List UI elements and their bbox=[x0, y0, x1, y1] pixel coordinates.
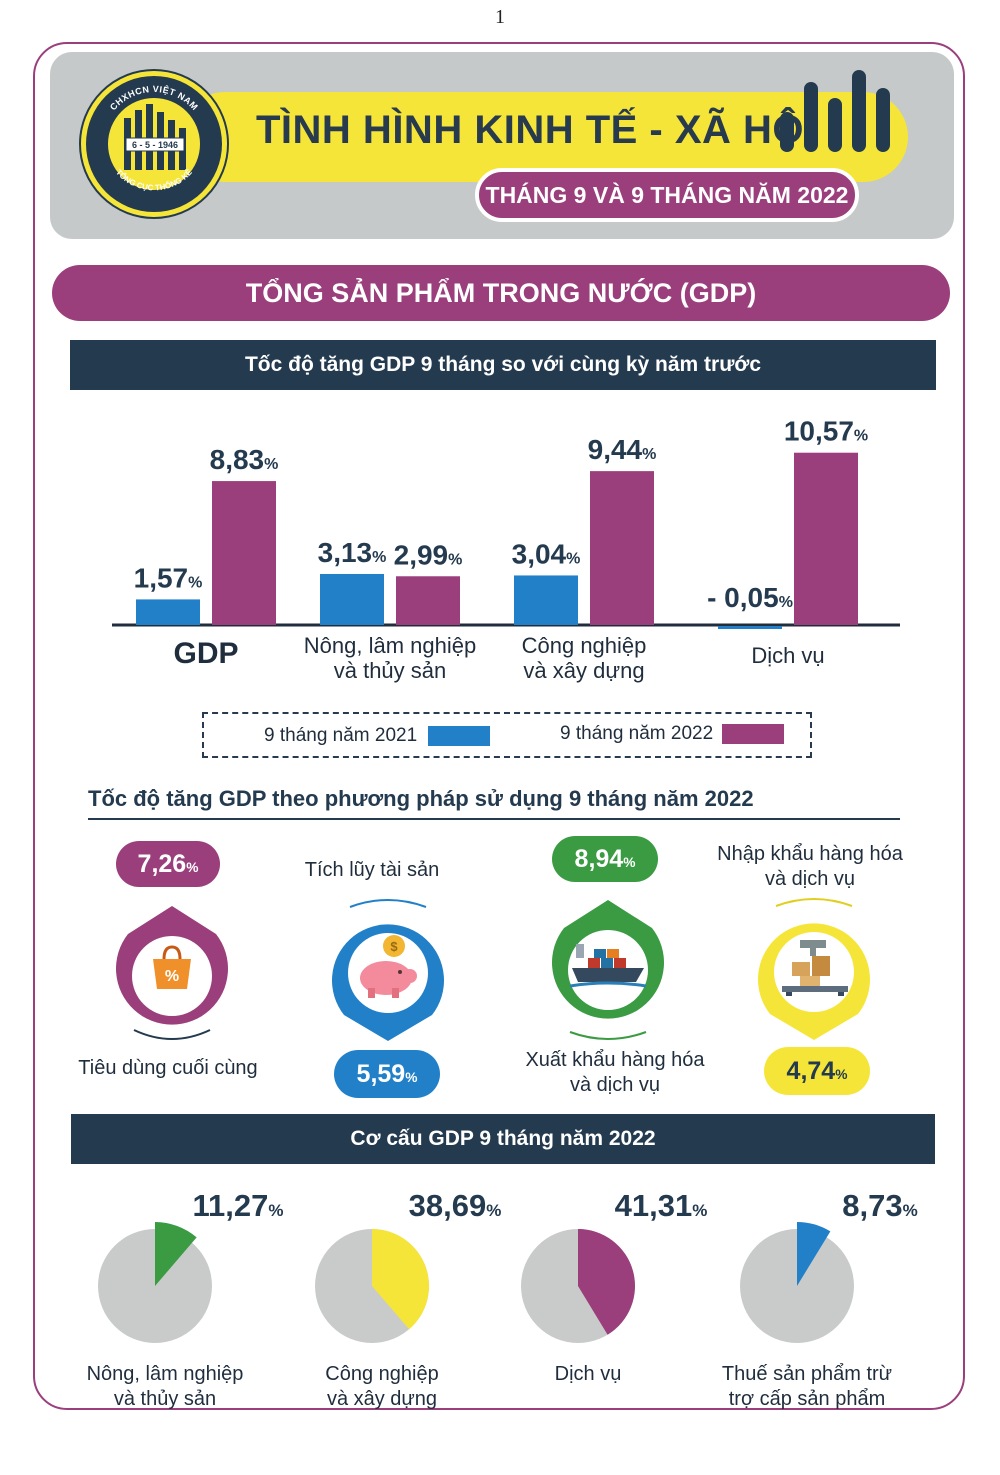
export-label: Xuất khẩu hàng hóa và dịch vụ bbox=[525, 1049, 705, 1096]
data-label: 3,04% bbox=[512, 538, 581, 569]
bar-2021-3 bbox=[718, 626, 782, 629]
pie-category-label: Dịch vụ bbox=[555, 1363, 622, 1385]
pie-value-label: 8,73% bbox=[842, 1188, 917, 1223]
pie-slice bbox=[797, 1222, 831, 1286]
warehouse-scale-icon bbox=[782, 940, 848, 996]
page-number: 1 bbox=[495, 6, 505, 28]
gdp-structure-pies: 11,27% Nông, lâm nghiệp và thủy sản 38,69% C… bbox=[87, 1188, 918, 1410]
export-growth-badge: 8,94% bbox=[552, 836, 658, 882]
pie-category-label: Công nghiệp và xây dựng bbox=[325, 1363, 438, 1410]
usage-title-underline bbox=[88, 818, 900, 820]
data-label: 8,83% bbox=[210, 444, 279, 475]
svg-text:$: $ bbox=[390, 939, 398, 954]
pie-value-label: 41,31% bbox=[615, 1188, 708, 1223]
chart-legend: 9 tháng năm 2021 9 tháng năm 2022 bbox=[202, 712, 812, 758]
bar-2022-2 bbox=[590, 471, 654, 625]
bar-chart-icon bbox=[780, 70, 890, 152]
usage-section-title: Tốc độ tăng GDP theo phương pháp sử dụng… bbox=[88, 786, 754, 811]
pie-value-label: 38,69% bbox=[409, 1188, 502, 1223]
gdp-growth-bar-chart: 1,57% 8,83% GDP 3,13% 2,99% Nông, lâm nghiệp v… bbox=[112, 416, 900, 683]
bar-2021-1 bbox=[320, 573, 384, 625]
shopping-bag-icon: % bbox=[153, 945, 191, 989]
data-label: 2,99% bbox=[394, 539, 463, 570]
gso-logo: 6 - 5 - 1946 CHXHCN VIỆT NAM TỔNG CỤC TH… bbox=[79, 69, 229, 219]
category-label: Dịch vụ bbox=[751, 643, 824, 668]
gdp-structure-title: Cơ cấu GDP 9 tháng năm 2022 bbox=[71, 1114, 935, 1164]
page-title: TÌNH HÌNH KINH TẾ - XÃ HỘI bbox=[256, 108, 816, 152]
import-label: Nhập khẩu hàng hóa và dịch vụ bbox=[717, 843, 903, 890]
pie-category-label: Nông, lâm nghiệp và thủy sản bbox=[87, 1363, 244, 1410]
pie-category-label: Thuế sản phẩm trừ trợ cấp sản phẩm bbox=[722, 1363, 892, 1410]
page-frame bbox=[33, 42, 965, 1410]
category-label: Công nghiệp và xây dựng bbox=[522, 633, 647, 683]
category-label: Nông, lâm nghiệp và thủy sản bbox=[304, 633, 476, 683]
period-badge: THÁNG 9 VÀ 9 THÁNG NĂM 2022 bbox=[475, 168, 859, 222]
data-label: - 0,05% bbox=[707, 582, 793, 613]
cargo-ship-icon bbox=[570, 944, 646, 988]
data-label: 10,57% bbox=[784, 416, 868, 447]
bar-2022-0 bbox=[212, 481, 276, 625]
bar-2022-3 bbox=[794, 452, 858, 625]
pie-value-label: 11,27% bbox=[193, 1188, 284, 1223]
pie-slice bbox=[155, 1222, 197, 1286]
bar-2021-2 bbox=[514, 575, 578, 625]
asset-accumulation-label: Tích lũy tài sản bbox=[304, 859, 440, 881]
legend-swatch-2021 bbox=[428, 726, 490, 746]
category-label: GDP bbox=[173, 637, 238, 670]
bar-2022-1 bbox=[396, 576, 460, 625]
data-label: 3,13% bbox=[318, 537, 387, 568]
consumption-growth-badge: 7,26% bbox=[116, 841, 220, 887]
pie-slice bbox=[578, 1229, 635, 1335]
svg-text:6 - 5 - 1946: 6 - 5 - 1946 bbox=[132, 140, 178, 150]
bar-chart-title: Tốc độ tăng GDP 9 tháng so với cùng kỳ n… bbox=[70, 340, 936, 390]
legend-label-2022: 9 tháng năm 2022 bbox=[560, 723, 714, 744]
piggy-bank-icon: $ bbox=[360, 935, 417, 998]
asset-accumulation-growth-badge: 5,59% bbox=[334, 1050, 440, 1098]
pie-slice bbox=[372, 1229, 429, 1330]
data-label: 1,57% bbox=[134, 562, 203, 593]
legend-swatch-2022 bbox=[722, 724, 784, 744]
section-title: TỔNG SẢN PHẨM TRONG NƯỚC (GDP) bbox=[52, 265, 950, 321]
consumption-label: Tiêu dùng cuối cùng bbox=[78, 1057, 258, 1079]
data-label: 9,44% bbox=[588, 434, 657, 465]
svg-text:%: % bbox=[165, 968, 179, 985]
legend-label-2021: 9 tháng năm 2021 bbox=[264, 725, 418, 746]
bar-2021-0 bbox=[136, 599, 200, 625]
import-growth-badge: 4,74% bbox=[764, 1047, 870, 1095]
